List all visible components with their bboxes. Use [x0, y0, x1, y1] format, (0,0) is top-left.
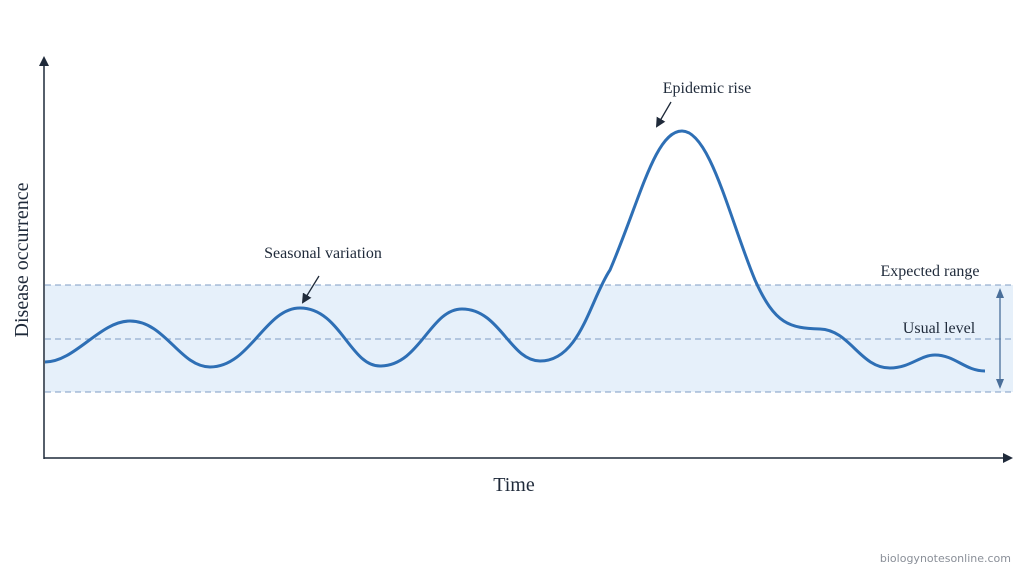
usual-level-label: Usual level	[903, 320, 976, 337]
epidemic-arrow	[655, 101, 672, 128]
x-axis-label: Time	[493, 474, 535, 496]
seasonal-label: Seasonal variation	[264, 245, 382, 262]
y-axis-label: Disease occurrence	[11, 182, 33, 337]
source: biologynotesonline.com	[880, 552, 1011, 565]
expected-range-label: Expected range	[880, 263, 979, 280]
occurrence-curve	[44, 129, 986, 373]
seasonal-arrow	[301, 275, 320, 304]
epidemic-label: Epidemic rise	[663, 80, 751, 97]
